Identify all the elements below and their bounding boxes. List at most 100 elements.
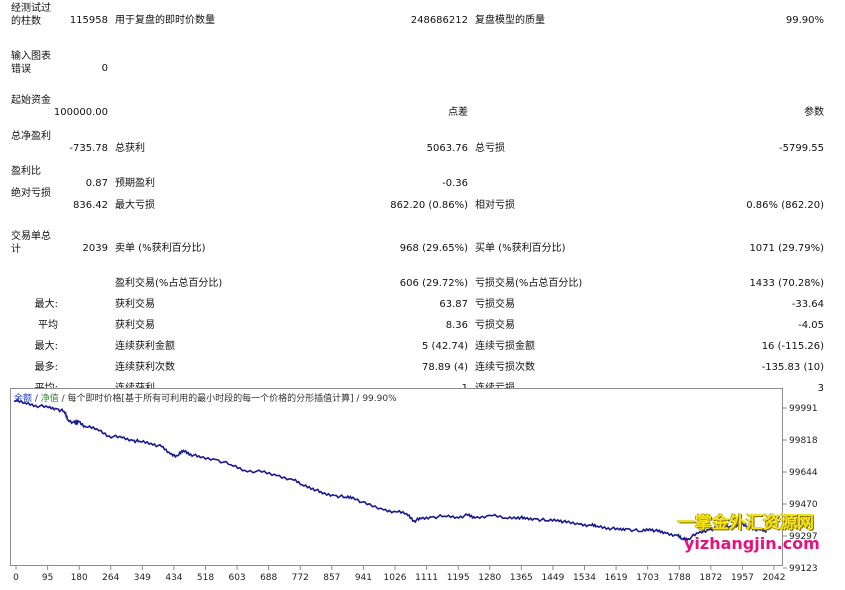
x-tick-label: 1026 xyxy=(384,573,407,583)
stat-label: 输入图表错误 xyxy=(11,51,51,75)
stat-label: 总净盈利 xyxy=(11,131,51,142)
stat-label: 最大: xyxy=(34,341,58,352)
stat-value: -33.64 xyxy=(791,299,824,310)
stat-value: 16 (-115.26) xyxy=(761,341,824,352)
x-tick-label: 941 xyxy=(355,573,372,583)
stat-label: 起始资金 xyxy=(11,95,51,106)
legend-description: / 每个即时价格[基于所有可利用的最小时段的每一个价格的分形插值计算] / 99… xyxy=(58,394,397,404)
stat-value: 968 (29.65%) xyxy=(399,243,468,254)
stat-label: 亏损交易 xyxy=(475,320,515,331)
stat-value: 8.36 xyxy=(445,320,468,331)
stat-label: 盈利交易(%占总百分比) xyxy=(115,278,223,289)
stat-label: 总获利 xyxy=(115,143,145,154)
x-tick-label: 264 xyxy=(102,573,119,583)
legend-balance: 余额 xyxy=(14,394,33,404)
x-tick-label: 518 xyxy=(197,573,214,583)
x-tick-label: 434 xyxy=(165,573,182,583)
y-tick-label: 99644 xyxy=(789,468,818,478)
stat-value: 5 (42.74) xyxy=(422,341,468,352)
stat-label: 预期盈利 xyxy=(115,178,155,189)
stat-value: 606 (29.72%) xyxy=(399,278,468,289)
stat-label: 获利交易 xyxy=(115,299,155,310)
stat-label: 总亏损 xyxy=(475,143,505,154)
stat-value: 5063.76 xyxy=(426,143,468,154)
stat-label: 卖单 (%获利百分比) xyxy=(115,243,206,254)
stat-value: 78.89 (4) xyxy=(422,362,468,373)
x-tick-label: 349 xyxy=(134,573,151,583)
stat-label: 亏损交易(%占总百分比) xyxy=(475,278,583,289)
balance-line-chart: 99991 99818 99644 99470 99297 99123 0 95 180 264 3… xyxy=(13,398,818,583)
stat-label: 最大亏损 xyxy=(115,200,155,211)
stat-value: -135.83 (10) xyxy=(761,362,824,373)
x-tick-label: 1534 xyxy=(573,573,596,583)
stat-label: 盈利比 xyxy=(11,166,41,177)
legend-separator: / xyxy=(32,394,41,404)
watermark-url: yizhangjin.com xyxy=(684,534,820,553)
stat-value: 115958 xyxy=(69,15,108,26)
stat-value: 836.42 xyxy=(73,200,108,211)
x-tick-label: 772 xyxy=(292,573,309,583)
stat-value: 100000.00 xyxy=(53,107,108,118)
stat-label: 绝对亏损 xyxy=(11,188,51,199)
stat-label: 连续亏损次数 xyxy=(475,362,535,373)
stat-value: 63.87 xyxy=(439,299,468,310)
report-stats-table: 经测试过的柱数 115958 用于复盘的即时价数量 248686212 复盘模型的质量 9… xyxy=(11,3,824,394)
x-tick-label: 180 xyxy=(71,573,88,583)
x-tick-label: 603 xyxy=(228,573,245,583)
x-tick-label: 1619 xyxy=(605,573,628,583)
y-tick-label: 99818 xyxy=(789,436,818,446)
x-tick-label: 1111 xyxy=(415,573,438,583)
stat-label: 复盘模型的质量 xyxy=(475,15,545,26)
stat-label: 亏损交易 xyxy=(475,299,515,310)
watermark-title: 一掌金外汇资源网 xyxy=(678,513,814,533)
x-tick-label: 857 xyxy=(323,573,340,583)
stat-label: 连续获利金额 xyxy=(115,341,175,352)
y-tick-label: 99123 xyxy=(789,564,818,574)
x-tick-label: 95 xyxy=(42,573,53,583)
stat-value: 3 xyxy=(817,383,824,394)
legend-equity: 净值 xyxy=(40,394,59,404)
x-tick-label: 1365 xyxy=(510,573,533,583)
x-tick-label: 2042 xyxy=(763,573,786,583)
stat-value: -0.36 xyxy=(442,178,468,189)
stat-label: 交易单总计 xyxy=(11,231,51,255)
stat-value: 参数 xyxy=(804,107,824,118)
y-tick-label: 99991 xyxy=(789,404,818,414)
stat-label: 连续亏损金额 xyxy=(475,341,535,352)
x-tick-label: 0 xyxy=(13,573,19,583)
stat-value: -5799.55 xyxy=(779,143,824,154)
x-tick-label: 1788 xyxy=(668,573,691,583)
x-tick-label: 1872 xyxy=(699,573,722,583)
y-tick-label: 99297 xyxy=(789,532,818,542)
stat-value: 点差 xyxy=(448,107,468,118)
equity-chart-panel: 余额 / 净值 / 每个即时价格[基于所有可利用的最小时段的每一个价格的分形插值… xyxy=(10,388,836,585)
stat-value: 248686212 xyxy=(410,15,468,26)
x-tick-label: 1449 xyxy=(541,573,564,583)
stat-label: 最大: xyxy=(34,299,58,310)
stat-label: 用于复盘的即时价数量 xyxy=(115,15,215,26)
stat-value: 0.86% (862.20) xyxy=(746,200,824,211)
y-tick-label: 99470 xyxy=(789,500,818,510)
chart-plot-area xyxy=(10,388,783,566)
stat-label: 经测试过的柱数 xyxy=(11,3,51,27)
x-tick-label: 688 xyxy=(260,573,277,583)
stat-value: 2039 xyxy=(82,243,108,254)
stat-label: 获利交易 xyxy=(115,320,155,331)
series-balance-line xyxy=(13,398,768,542)
stat-label: 平均 xyxy=(38,320,58,331)
stat-value: 99.90% xyxy=(785,15,824,26)
stat-value: -735.78 xyxy=(69,143,108,154)
stat-value: 1071 (29.79%) xyxy=(749,243,824,254)
stat-label: 最多: xyxy=(34,362,58,373)
stat-label: 相对亏损 xyxy=(475,200,515,211)
stat-label: 买单 (%获利百分比) xyxy=(475,243,566,254)
stat-value: 0 xyxy=(101,63,108,74)
stat-value: -4.05 xyxy=(798,320,824,331)
stat-label: 连续获利次数 xyxy=(115,362,175,373)
stat-value: 1433 (70.28%) xyxy=(749,278,824,289)
chart-legend: 余额 / 净值 / 每个即时价格[基于所有可利用的最小时段的每一个价格的分形插值… xyxy=(14,391,397,404)
x-tick-label: 1703 xyxy=(636,573,659,583)
x-tick-label: 1195 xyxy=(447,573,470,583)
x-tick-label: 1280 xyxy=(478,573,501,583)
stat-value: 0.87 xyxy=(85,178,108,189)
